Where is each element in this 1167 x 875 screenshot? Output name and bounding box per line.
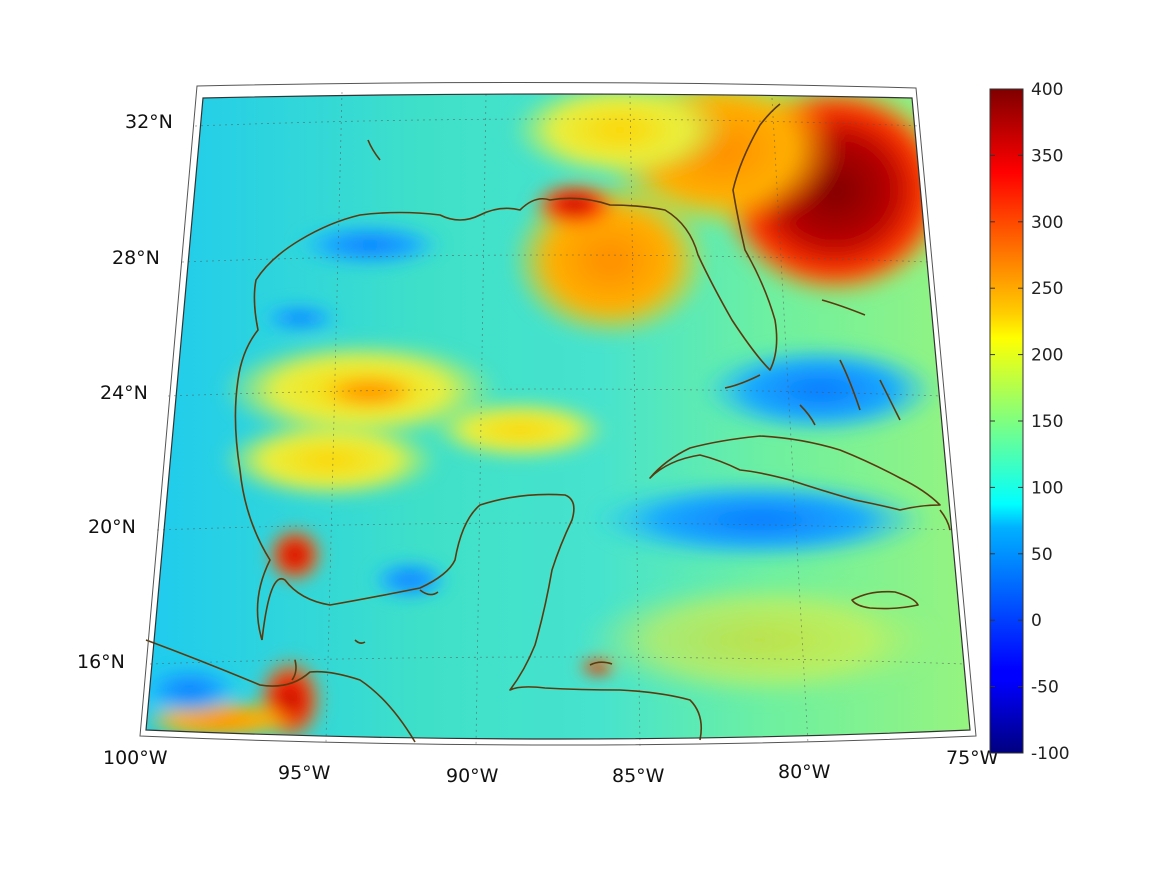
colorbar-gradient (989, 88, 1024, 754)
colorbar: 400 350 300 250 200 150 100 50 0 -50 -100 (989, 80, 1070, 764)
lat-label-20n: 20°N (88, 516, 136, 538)
colorbar-tick-label: 350 (1031, 146, 1063, 166)
longitude-labels: 100°W 95°W 90°W 85°W 80°W 75°W (103, 747, 999, 787)
colorbar-tick-label: 100 (1031, 478, 1063, 498)
colorbar-ticks (990, 88, 1023, 754)
lat-label-24n: 24°N (100, 382, 148, 404)
lon-label-90w: 90°W (446, 765, 499, 787)
coastlines (145, 103, 951, 743)
map-field (146, 94, 970, 739)
colorbar-tick-label: 400 (1031, 80, 1063, 100)
colorbar-tick-label: 200 (1031, 346, 1063, 366)
colorbar-tick-label: 250 (1031, 279, 1063, 299)
colorbar-tick-label: 0 (1031, 611, 1042, 631)
graticule (149, 91, 966, 747)
map-frame (145, 93, 971, 740)
colorbar-tick-label: -50 (1031, 678, 1059, 698)
colorbar-labels: 400 350 300 250 200 150 100 50 0 -50 -100 (1031, 80, 1070, 764)
lat-label-28n: 28°N (112, 247, 160, 269)
map-frame-outer (139, 81, 977, 746)
lon-label-75w: 75°W (946, 747, 999, 769)
lon-label-85w: 85°W (612, 765, 665, 787)
lon-label-80w: 80°W (778, 761, 831, 783)
colorbar-tick-label: 300 (1031, 213, 1063, 233)
colorbar-tick-label: 150 (1031, 412, 1063, 432)
latitude-labels: 32°N 28°N 24°N 20°N 16°N (77, 111, 173, 673)
lat-label-32n: 32°N (125, 111, 173, 133)
lat-label-16n: 16°N (77, 651, 125, 673)
lon-label-95w: 95°W (278, 762, 331, 784)
colorbar-tick-label: 50 (1031, 545, 1053, 565)
lon-label-100w: 100°W (103, 747, 168, 769)
colorbar-tick-label: -100 (1031, 744, 1070, 764)
